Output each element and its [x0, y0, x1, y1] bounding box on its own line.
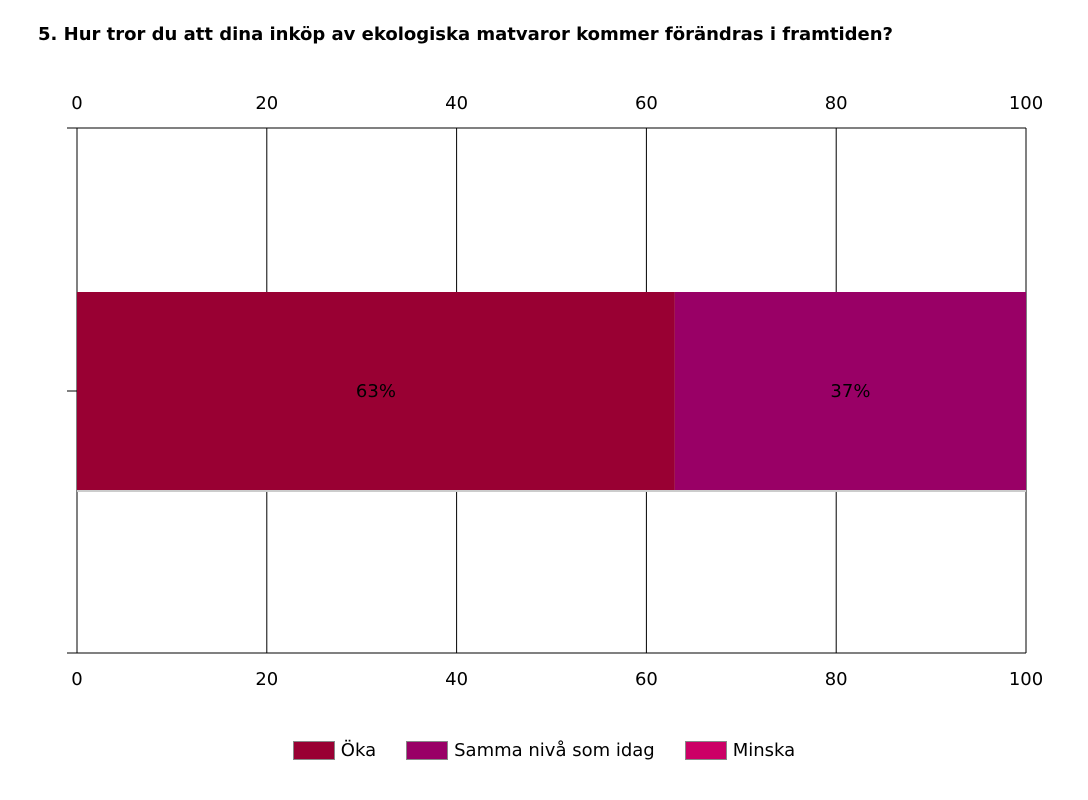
- tick-label-bottom-100: 100: [1009, 669, 1043, 690]
- tick-label-bottom-60: 60: [635, 669, 658, 690]
- tick-label-top-40: 40: [445, 93, 468, 114]
- data-label-2: 37%: [830, 381, 870, 402]
- legend-swatch-2: [406, 741, 449, 760]
- tick-label-top-0: 0: [71, 93, 82, 114]
- tick-label-top-60: 60: [635, 93, 658, 114]
- legend-label-3: Minska: [732, 740, 796, 761]
- tick-label-bottom-40: 40: [445, 669, 468, 690]
- legend-item-2: Samma nivå som idag: [406, 740, 655, 761]
- legend-swatch-1: [292, 741, 335, 760]
- tick-label-bottom-80: 80: [825, 669, 848, 690]
- legend-label-2: Samma nivå som idag: [454, 740, 655, 761]
- legend-item-1: Öka: [292, 740, 377, 761]
- bar-segment-2: [674, 292, 1026, 490]
- tick-label-top-100: 100: [1009, 93, 1043, 114]
- legend: Öka Samma nivå som idag Minska: [0, 740, 1088, 761]
- legend-item-3: Minska: [684, 740, 796, 761]
- legend-label-1: Öka: [340, 740, 377, 761]
- tick-label-bottom-0: 0: [71, 669, 82, 690]
- tick-label-top-20: 20: [255, 93, 278, 114]
- chart-title: 5. Hur tror du att dina inköp av ekologi…: [38, 24, 893, 45]
- bar-segment-1: [77, 292, 675, 490]
- data-label-1: 63%: [356, 381, 396, 402]
- tick-label-bottom-20: 20: [255, 669, 278, 690]
- legend-swatch-3: [684, 741, 727, 760]
- tick-label-top-80: 80: [825, 93, 848, 114]
